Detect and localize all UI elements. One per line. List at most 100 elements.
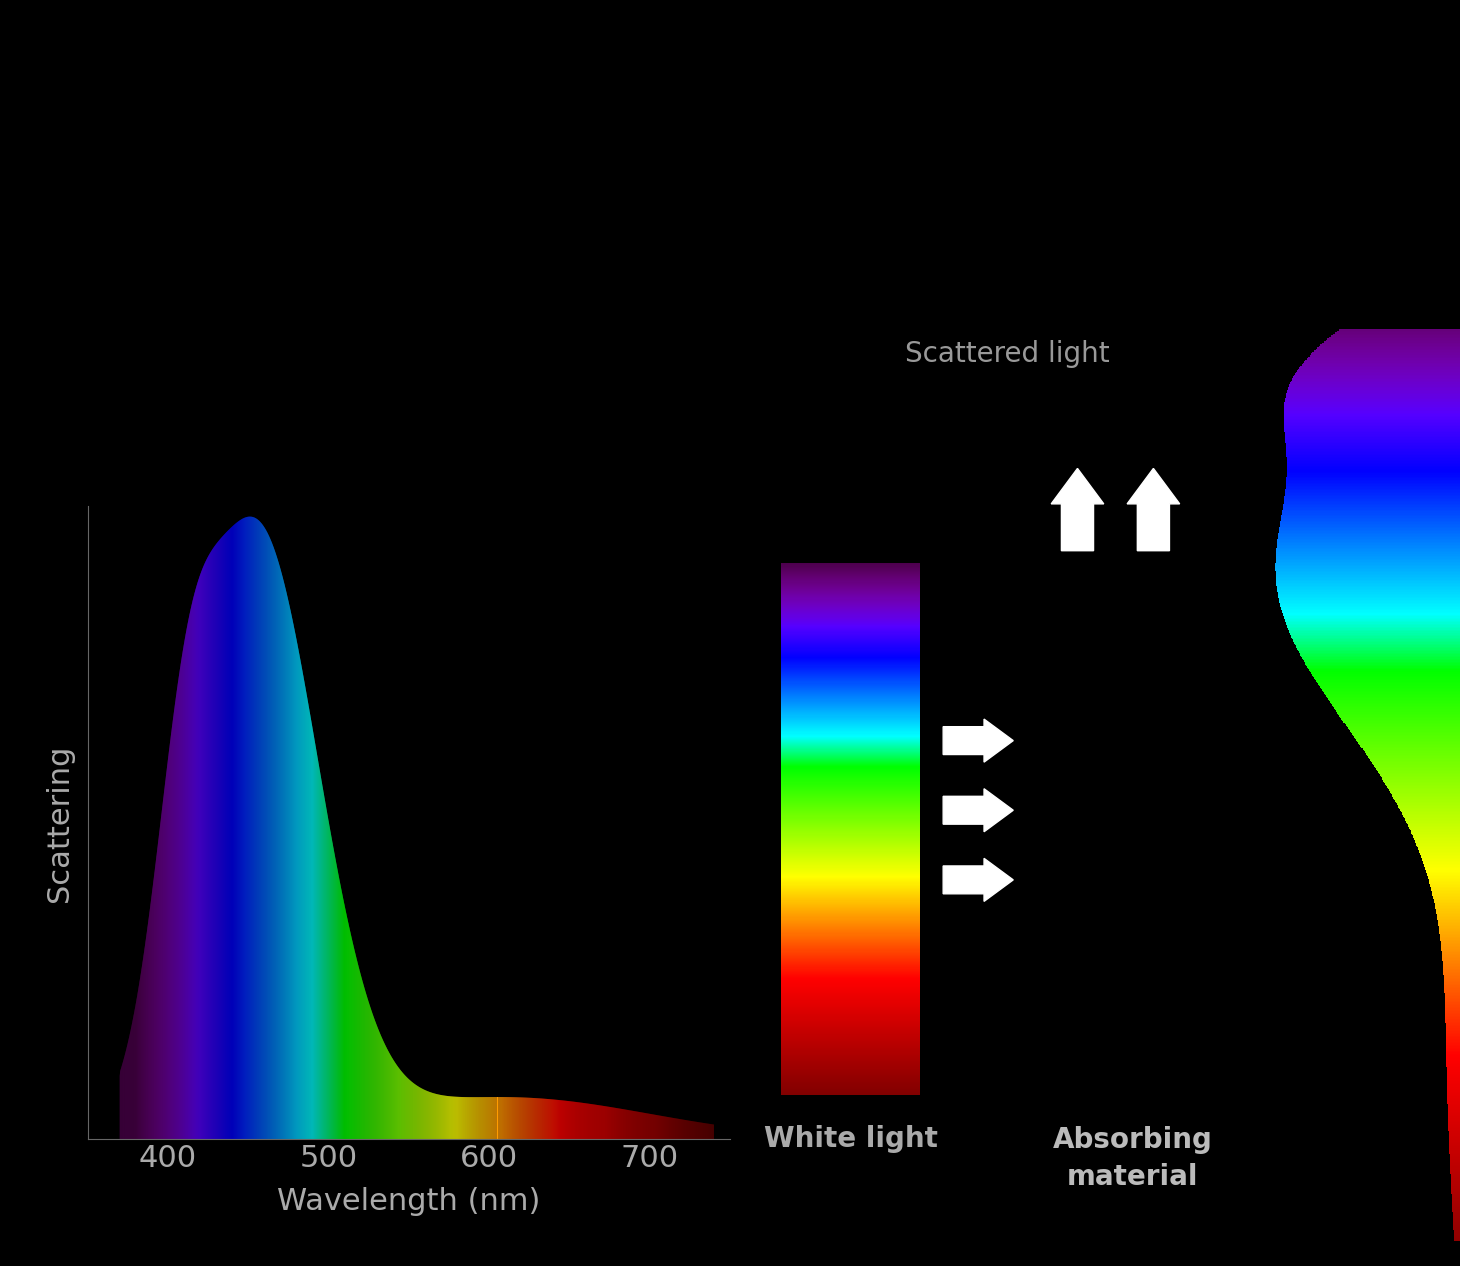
Polygon shape — [1286, 486, 1460, 487]
Polygon shape — [1438, 924, 1460, 927]
Polygon shape — [1434, 901, 1460, 904]
Polygon shape — [1444, 982, 1460, 984]
Polygon shape — [1444, 970, 1460, 972]
Polygon shape — [1365, 753, 1460, 755]
Polygon shape — [1276, 544, 1460, 547]
Polygon shape — [1305, 360, 1460, 361]
Polygon shape — [1279, 601, 1460, 603]
Polygon shape — [1349, 729, 1460, 730]
Polygon shape — [1448, 1127, 1460, 1128]
Polygon shape — [1445, 1022, 1460, 1023]
Polygon shape — [1283, 617, 1460, 618]
Polygon shape — [1442, 957, 1460, 958]
Polygon shape — [1336, 710, 1460, 711]
Polygon shape — [1286, 468, 1460, 471]
Polygon shape — [1330, 701, 1460, 703]
Polygon shape — [1454, 1231, 1460, 1232]
Polygon shape — [1391, 794, 1460, 795]
Polygon shape — [1442, 953, 1460, 955]
Polygon shape — [1450, 1170, 1460, 1171]
Polygon shape — [1447, 1075, 1460, 1076]
Polygon shape — [1278, 589, 1460, 590]
Polygon shape — [1447, 1099, 1460, 1101]
Polygon shape — [1301, 655, 1460, 656]
Polygon shape — [1292, 638, 1460, 639]
Polygon shape — [1448, 1110, 1460, 1112]
Polygon shape — [1450, 1148, 1460, 1150]
Polygon shape — [1403, 815, 1460, 817]
Polygon shape — [1280, 519, 1460, 520]
Polygon shape — [1450, 1160, 1460, 1162]
Polygon shape — [1276, 552, 1460, 555]
Polygon shape — [1393, 795, 1460, 798]
Polygon shape — [1415, 839, 1460, 841]
Polygon shape — [1286, 466, 1460, 467]
Polygon shape — [1448, 1129, 1460, 1132]
Polygon shape — [1337, 711, 1460, 714]
Polygon shape — [1438, 922, 1460, 923]
Polygon shape — [1450, 1155, 1460, 1156]
Polygon shape — [1282, 610, 1460, 611]
Polygon shape — [1431, 889, 1460, 890]
Polygon shape — [1310, 671, 1460, 672]
Polygon shape — [1285, 498, 1460, 499]
Polygon shape — [1292, 380, 1460, 381]
Polygon shape — [1286, 391, 1460, 392]
Polygon shape — [1278, 537, 1460, 539]
Polygon shape — [1314, 677, 1460, 679]
Polygon shape — [1384, 782, 1460, 784]
Polygon shape — [1421, 853, 1460, 855]
Polygon shape — [1362, 747, 1460, 748]
Polygon shape — [1295, 373, 1460, 375]
Polygon shape — [1278, 534, 1460, 536]
Polygon shape — [1435, 909, 1460, 912]
Polygon shape — [1285, 491, 1460, 494]
Polygon shape — [1444, 987, 1460, 989]
Polygon shape — [1278, 536, 1460, 537]
Polygon shape — [1278, 542, 1460, 543]
Polygon shape — [1445, 1043, 1460, 1044]
Polygon shape — [1292, 377, 1460, 380]
Polygon shape — [1320, 686, 1460, 687]
Polygon shape — [1432, 893, 1460, 894]
Polygon shape — [1441, 951, 1460, 952]
Polygon shape — [1451, 1195, 1460, 1196]
Polygon shape — [1286, 457, 1460, 458]
Polygon shape — [1383, 779, 1460, 780]
Polygon shape — [1448, 1136, 1460, 1137]
Polygon shape — [1285, 618, 1460, 619]
Polygon shape — [1441, 939, 1460, 942]
Polygon shape — [1424, 863, 1460, 866]
Polygon shape — [1445, 1041, 1460, 1042]
Polygon shape — [1318, 685, 1460, 686]
Polygon shape — [1375, 768, 1460, 770]
Polygon shape — [1437, 914, 1460, 915]
Polygon shape — [1410, 830, 1460, 832]
Polygon shape — [1445, 1020, 1460, 1022]
Polygon shape — [1323, 691, 1460, 693]
Polygon shape — [1409, 825, 1460, 828]
Polygon shape — [1450, 1172, 1460, 1174]
Polygon shape — [1413, 836, 1460, 837]
Polygon shape — [1283, 504, 1460, 505]
Polygon shape — [1336, 330, 1460, 332]
Polygon shape — [1285, 398, 1460, 399]
Polygon shape — [1326, 339, 1460, 342]
Polygon shape — [1288, 628, 1460, 630]
Polygon shape — [1453, 1205, 1460, 1208]
Polygon shape — [1282, 510, 1460, 511]
Polygon shape — [1317, 684, 1460, 685]
Polygon shape — [1315, 349, 1460, 351]
Polygon shape — [1445, 998, 1460, 999]
Polygon shape — [1447, 1081, 1460, 1082]
Polygon shape — [1448, 1137, 1460, 1139]
Polygon shape — [1442, 966, 1460, 967]
Polygon shape — [1450, 1157, 1460, 1158]
Polygon shape — [1426, 874, 1460, 875]
Polygon shape — [1451, 1189, 1460, 1190]
Polygon shape — [1442, 960, 1460, 961]
Polygon shape — [1295, 643, 1460, 646]
Polygon shape — [1445, 1014, 1460, 1015]
Polygon shape — [1425, 868, 1460, 870]
Polygon shape — [1438, 920, 1460, 922]
